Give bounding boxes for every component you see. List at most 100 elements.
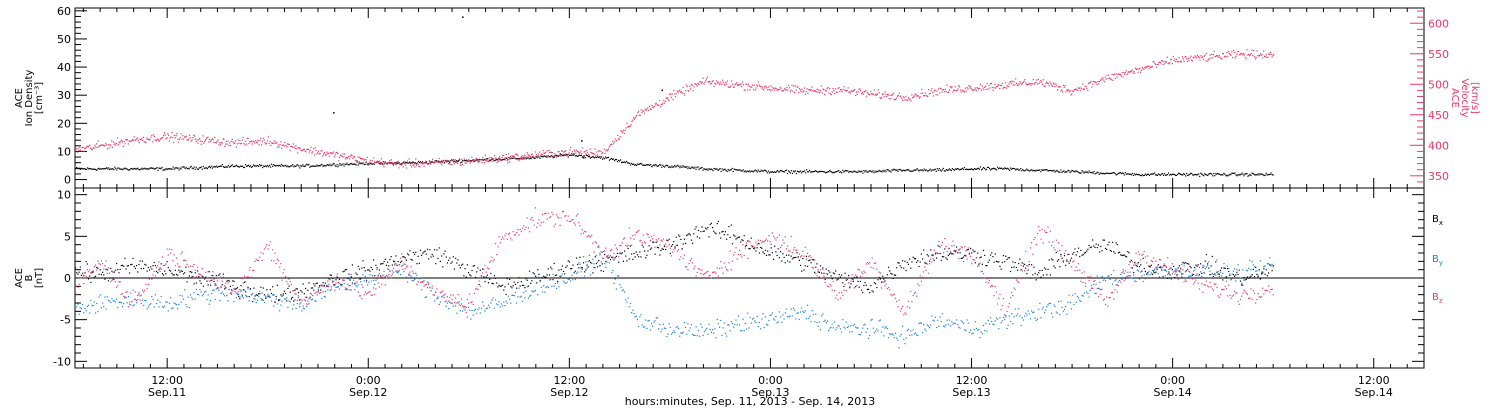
velocity-point xyxy=(167,133,169,135)
bx-point xyxy=(229,285,232,287)
bx-point xyxy=(926,254,928,256)
by-point xyxy=(600,261,602,263)
velocity-point xyxy=(1183,60,1185,62)
velocity-point xyxy=(938,92,941,94)
bx-point xyxy=(425,253,427,255)
density-point xyxy=(721,168,723,170)
velocity-point xyxy=(1154,62,1156,65)
velocity-point xyxy=(1166,56,1168,58)
bx-point xyxy=(100,273,103,276)
bx-point xyxy=(501,284,504,286)
velocity-point xyxy=(534,157,536,159)
velocity-point xyxy=(1046,82,1049,84)
bx-point xyxy=(1109,249,1111,252)
density-point xyxy=(760,169,762,171)
density-point xyxy=(397,162,399,164)
density-point xyxy=(928,169,930,171)
by-point xyxy=(157,299,159,301)
density-point xyxy=(781,170,784,172)
bz-point xyxy=(216,280,219,282)
by-point xyxy=(611,271,613,274)
bz-point xyxy=(229,292,232,294)
by-point xyxy=(962,322,965,324)
density-point xyxy=(676,165,678,167)
density-point xyxy=(323,164,325,167)
by-point xyxy=(93,301,95,303)
by-point xyxy=(1034,317,1036,319)
by-point xyxy=(337,286,339,288)
bx-point xyxy=(523,284,525,287)
velocity-point xyxy=(958,85,960,87)
by-point xyxy=(889,332,891,335)
velocity-point xyxy=(890,98,892,100)
by-point xyxy=(798,318,800,321)
by-point xyxy=(687,323,689,325)
density-point xyxy=(345,164,347,166)
bx-point xyxy=(1169,274,1171,276)
bx-point xyxy=(600,270,602,272)
velocity-point xyxy=(413,164,415,166)
velocity-point xyxy=(906,99,908,101)
bx-point xyxy=(1073,251,1075,254)
density-point xyxy=(496,158,498,160)
by-point xyxy=(953,322,955,324)
velocity-point xyxy=(566,155,568,157)
bz-point xyxy=(253,269,255,272)
density-point xyxy=(848,171,850,173)
by-point xyxy=(693,334,695,336)
bx-point xyxy=(886,274,888,276)
bx-point xyxy=(408,254,410,256)
density-point xyxy=(1270,172,1272,174)
bx-point xyxy=(227,279,229,282)
bx-point xyxy=(145,264,147,266)
velocity-point xyxy=(1133,71,1135,73)
velocity-point xyxy=(346,157,348,160)
by-point xyxy=(900,333,903,335)
velocity-point xyxy=(556,155,558,157)
density-tick-label: 20 xyxy=(57,117,71,130)
density-point xyxy=(381,162,383,165)
density-point xyxy=(919,169,921,171)
velocity-point xyxy=(1092,83,1094,85)
velocity-point xyxy=(787,89,789,91)
by-point xyxy=(1184,271,1186,273)
density-point xyxy=(922,170,924,172)
density-point xyxy=(842,169,844,171)
by-point xyxy=(105,308,107,310)
bx-point xyxy=(863,285,865,287)
by-point xyxy=(1229,273,1231,275)
velocity-point xyxy=(818,89,820,91)
by-point xyxy=(561,273,564,275)
density-point xyxy=(873,172,875,174)
velocity-axis-label: [km/s] xyxy=(1469,82,1480,114)
density-point xyxy=(804,172,807,174)
velocity-point xyxy=(343,156,345,158)
velocity-point xyxy=(688,90,690,92)
velocity-point xyxy=(383,166,385,168)
density-point xyxy=(807,171,810,173)
velocity-point xyxy=(511,155,513,157)
legend-sub: z xyxy=(1439,297,1443,305)
bx-point xyxy=(118,272,120,274)
density-point xyxy=(959,168,962,171)
velocity-point xyxy=(415,158,417,160)
velocity-point xyxy=(1253,56,1256,58)
bx-point xyxy=(450,262,452,264)
velocity-point xyxy=(1114,77,1117,80)
velocity-point xyxy=(77,148,79,150)
by-point xyxy=(80,308,83,310)
by-point xyxy=(1148,270,1150,273)
velocity-point xyxy=(1108,77,1111,79)
density-point xyxy=(81,167,83,170)
density-point xyxy=(598,156,601,158)
bx-point xyxy=(1248,277,1250,279)
density-point xyxy=(653,164,655,166)
velocity-point xyxy=(359,156,361,158)
bx-point xyxy=(849,287,851,289)
bx-point xyxy=(621,252,623,254)
by-point xyxy=(1215,274,1217,276)
velocity-point xyxy=(696,85,698,87)
velocity-point xyxy=(944,88,946,90)
density-point xyxy=(981,168,984,170)
density-point xyxy=(762,170,764,172)
